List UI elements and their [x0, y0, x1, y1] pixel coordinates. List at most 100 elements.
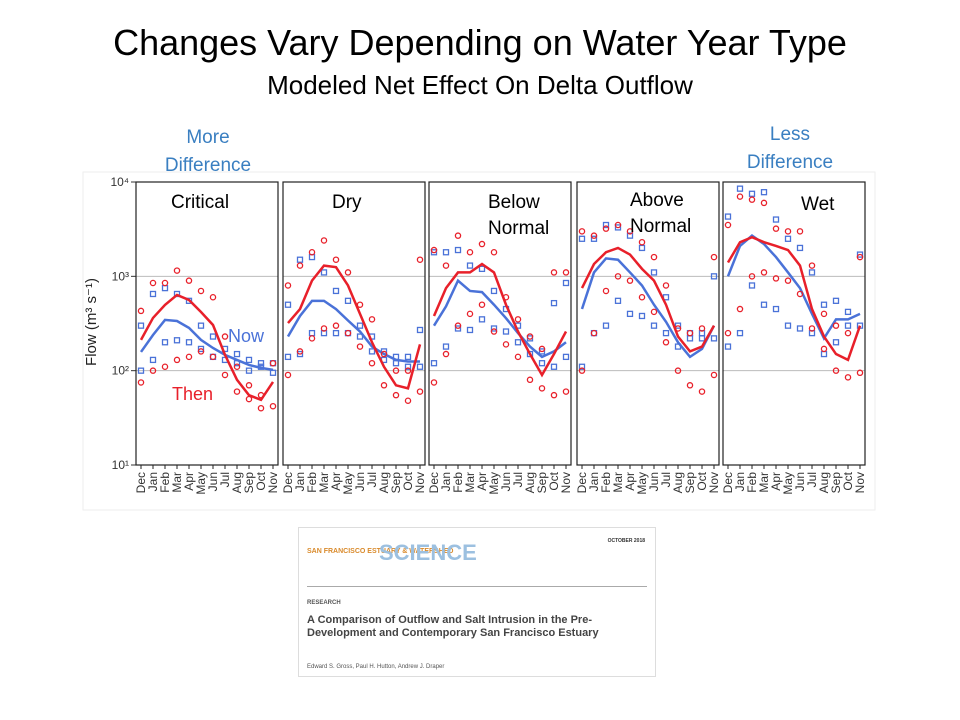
range-marker: [308, 249, 316, 256]
range-marker: [344, 269, 352, 276]
x-tick-label: Jul: [365, 472, 379, 487]
legend-label: Now: [228, 326, 265, 346]
x-tick-label: Sep: [535, 472, 549, 494]
range-marker: [137, 307, 145, 315]
paper-title: A Comparison of Outflow and Salt Intrusi…: [307, 614, 599, 639]
x-tick-label: Feb: [745, 472, 759, 493]
journal-name: SAN FRANCISCO ESTUARY & WATERSHED: [307, 548, 454, 555]
panel-frame: [722, 181, 866, 466]
range-marker: [562, 353, 570, 361]
x-tick-label: Jun: [206, 472, 220, 491]
x-tick-label: Jun: [499, 472, 513, 491]
range-marker: [296, 350, 304, 358]
range-marker: [796, 244, 804, 252]
range-marker: [490, 287, 498, 295]
x-tick-label: Nov: [266, 472, 280, 493]
range-marker: [296, 262, 304, 269]
range-marker: [748, 196, 756, 203]
panel-title: Critical: [171, 192, 230, 213]
range-marker: [137, 367, 145, 374]
x-tick-label: Jan: [439, 472, 453, 491]
range-marker: [284, 282, 292, 289]
range-marker: [137, 379, 145, 386]
range-marker: [626, 277, 634, 284]
range-marker: [698, 325, 706, 332]
range-marker: [550, 363, 558, 370]
range-marker: [614, 224, 622, 231]
range-marker: [185, 339, 193, 346]
range-marker: [550, 269, 558, 276]
range-marker: [686, 329, 694, 337]
range-marker: [832, 322, 840, 329]
range-marker: [550, 391, 558, 399]
range-marker: [221, 371, 229, 379]
range-marker: [710, 371, 718, 379]
panel-title: Dry: [332, 192, 362, 213]
range-marker: [442, 350, 450, 358]
range-marker: [614, 221, 622, 229]
range-marker: [161, 363, 169, 371]
range-marker: [490, 325, 498, 332]
range-marker: [245, 356, 253, 364]
x-tick-label: Oct: [254, 471, 268, 490]
range-marker: [662, 282, 670, 289]
range-marker: [416, 326, 424, 334]
range-marker: [602, 225, 610, 232]
range-marker: [796, 228, 804, 235]
range-marker: [808, 325, 816, 332]
x-tick-label: Feb: [158, 472, 172, 493]
range-marker: [614, 273, 622, 280]
range-marker: [832, 339, 840, 346]
range-marker: [784, 277, 792, 284]
range-marker: [161, 339, 169, 346]
panel-title: Above Normal: [630, 190, 692, 237]
range-marker: [233, 388, 241, 395]
range-marker: [320, 325, 328, 332]
chart-background: [82, 171, 876, 511]
range-marker: [368, 348, 376, 355]
y-tick-label: 10¹: [112, 458, 129, 472]
y-tick-label: 10⁴: [110, 175, 129, 189]
range-marker: [416, 256, 424, 263]
range-marker: [844, 322, 852, 329]
x-tick-label: Jul: [511, 472, 525, 487]
panel-frame: [428, 181, 572, 466]
x-tick-label: Nov: [559, 472, 573, 493]
range-marker: [269, 359, 277, 367]
x-tick-label: May: [635, 472, 649, 495]
series-line: [726, 235, 862, 362]
paper-authors: Edward S. Gross, Paul H. Hutton, Andrew …: [307, 664, 445, 670]
range-marker: [820, 301, 828, 308]
x-tick-label: Dec: [575, 472, 589, 493]
range-marker: [430, 246, 438, 254]
x-tick-label: Apr: [182, 472, 196, 491]
range-marker: [344, 297, 352, 304]
range-marker: [650, 253, 658, 261]
range-marker: [796, 325, 804, 332]
range-marker: [650, 308, 658, 316]
range-marker: [538, 385, 546, 392]
range-marker: [257, 404, 265, 412]
panel-title: Wet: [801, 194, 835, 215]
range-marker: [284, 301, 292, 308]
y-axis-label: Flow (m³ s⁻¹): [83, 278, 100, 366]
range-marker: [796, 290, 804, 298]
x-tick-label: Nov: [707, 472, 721, 493]
range-marker: [602, 221, 610, 229]
x-tick-label: Jul: [805, 472, 819, 487]
range-marker: [356, 343, 364, 350]
range-marker: [626, 232, 634, 239]
range-marker: [538, 348, 546, 355]
range-marker: [808, 269, 816, 276]
x-tick-label: May: [194, 472, 208, 495]
range-marker: [149, 356, 157, 364]
range-marker: [245, 382, 253, 389]
x-tick-label: Mar: [317, 472, 331, 493]
x-tick-label: Nov: [853, 472, 867, 493]
range-marker: [454, 232, 462, 239]
x-tick-label: Apr: [329, 472, 343, 491]
range-marker: [356, 322, 364, 329]
range-marker: [404, 367, 412, 374]
range-marker: [502, 328, 510, 335]
range-marker: [820, 310, 828, 318]
